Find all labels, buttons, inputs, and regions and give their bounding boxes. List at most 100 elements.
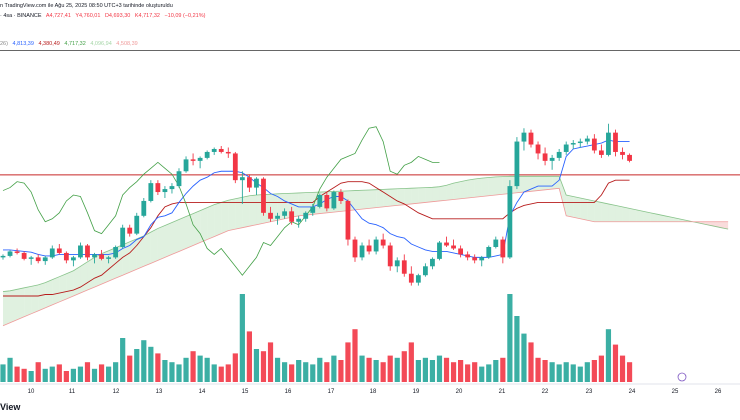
x-tick-label: 14 — [199, 389, 206, 395]
x-tick-label: 12 — [113, 389, 120, 395]
cloud-segment — [129, 238, 137, 273]
volume-bars — [0, 294, 633, 382]
candle-body — [169, 186, 175, 190]
cloud-segment — [446, 183, 454, 201]
x-tick-label: 18 — [370, 389, 377, 395]
cloud-segment — [94, 253, 102, 288]
volume-bar — [63, 371, 69, 382]
volume-bar — [465, 364, 471, 382]
volume-bar — [542, 360, 548, 382]
cloud-segment — [418, 187, 426, 204]
volume-bar — [331, 355, 337, 382]
volume-bar — [605, 329, 612, 382]
indicator-value-5: 4,508,39 — [116, 41, 138, 47]
cloud-segment — [467, 178, 475, 198]
candle-body — [155, 183, 161, 193]
candle-body — [317, 195, 323, 207]
header-open: A4,727,41 — [45, 13, 71, 19]
volume-bar — [260, 351, 267, 382]
candle-body — [78, 245, 83, 258]
candle-body — [63, 252, 69, 261]
candle-body — [472, 257, 478, 261]
x-tick-label: 10 — [28, 389, 35, 395]
header-high: Y4,760,01 — [75, 13, 101, 19]
candle-body — [42, 257, 48, 262]
volume-bar — [155, 353, 161, 382]
x-tick-label: 25 — [672, 389, 679, 395]
candle-body — [49, 248, 55, 258]
volume-bar — [528, 342, 534, 382]
volume-bar — [120, 338, 126, 382]
volume-bar — [591, 360, 597, 382]
cloud-segment — [390, 188, 398, 207]
candle-body — [204, 151, 210, 158]
candle-body — [218, 148, 224, 152]
volume-bar — [98, 364, 105, 382]
volume-bar — [373, 360, 379, 382]
candle-body — [310, 206, 316, 213]
volume-bar — [584, 362, 590, 382]
volume-bar — [359, 355, 365, 382]
volume-bar — [486, 364, 492, 382]
x-tick-label: 23 — [586, 389, 593, 395]
candle-body — [486, 246, 492, 258]
candle-body — [408, 273, 414, 283]
volume-bar — [56, 364, 62, 382]
cloud-segment — [228, 198, 236, 231]
volume-bar — [253, 349, 260, 382]
cloud-segment — [369, 189, 377, 209]
cloud-segment — [376, 189, 384, 208]
cloud-segment — [488, 176, 496, 196]
candle-body — [366, 245, 372, 252]
volume-bar — [0, 364, 6, 382]
candle-body — [56, 248, 62, 253]
candle-body — [35, 257, 41, 262]
x-tick-label: 22 — [542, 389, 549, 395]
cloud-segment — [474, 178, 482, 198]
candle-body — [556, 151, 562, 158]
volume-bar — [436, 355, 443, 382]
cloud-segment — [481, 177, 489, 197]
candle-body — [261, 178, 266, 213]
candle-body — [599, 150, 604, 155]
candle-body — [613, 132, 618, 152]
candle-body — [359, 245, 365, 258]
volume-bar — [493, 360, 499, 382]
volume-bar — [84, 362, 91, 382]
cloud-segment — [143, 232, 151, 267]
cloud-segment — [629, 208, 637, 222]
volume-bar — [289, 364, 295, 382]
cloud-segment — [150, 228, 158, 264]
candle-body — [394, 260, 400, 267]
cloud-segment — [608, 203, 616, 222]
header-low: D4,693,30 — [104, 13, 131, 19]
candle-body — [577, 141, 583, 144]
volume-bar — [211, 364, 217, 382]
volume-bar — [246, 331, 252, 382]
cloud-segment — [545, 176, 553, 190]
candle-body — [289, 211, 295, 222]
cloud-segment — [601, 202, 609, 222]
volume-bar — [106, 366, 112, 382]
volume-bar — [549, 362, 555, 382]
volume-bar — [345, 342, 351, 382]
ichimoku-lines — [0, 50, 740, 327]
candle-body — [423, 266, 428, 276]
cloud-segment — [643, 211, 651, 222]
candle-body — [415, 275, 421, 283]
cloud-segment — [650, 212, 658, 222]
candle-body — [521, 132, 527, 142]
candle-body — [211, 148, 217, 152]
cloud-segment — [31, 284, 39, 314]
cloud-segment — [495, 176, 503, 196]
candle-body — [275, 215, 280, 219]
cloud-segment — [573, 196, 581, 219]
candle-body — [190, 159, 196, 161]
indicator-value-4: 4,096,94 — [90, 41, 112, 47]
x-tick-label: 16 — [285, 389, 292, 395]
candle-body — [479, 257, 485, 261]
cloud-segment — [432, 186, 440, 202]
cloud-segment — [179, 216, 187, 252]
x-tick-label: 21 — [499, 389, 506, 395]
